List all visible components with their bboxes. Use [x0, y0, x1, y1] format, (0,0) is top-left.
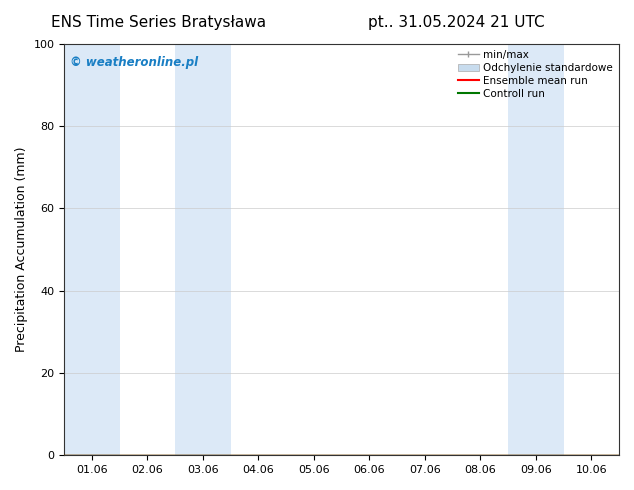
Bar — [508, 44, 564, 455]
Text: © weatheronline.pl: © weatheronline.pl — [70, 56, 198, 69]
Text: ENS Time Series Bratysława: ENS Time Series Bratysława — [51, 15, 266, 30]
Y-axis label: Precipitation Accumulation (mm): Precipitation Accumulation (mm) — [15, 147, 28, 352]
Bar — [175, 44, 231, 455]
Bar — [619, 44, 634, 455]
Bar — [64, 44, 120, 455]
Legend: min/max, Odchylenie standardowe, Ensemble mean run, Controll run: min/max, Odchylenie standardowe, Ensembl… — [454, 46, 617, 103]
Text: pt.. 31.05.2024 21 UTC: pt.. 31.05.2024 21 UTC — [368, 15, 545, 30]
